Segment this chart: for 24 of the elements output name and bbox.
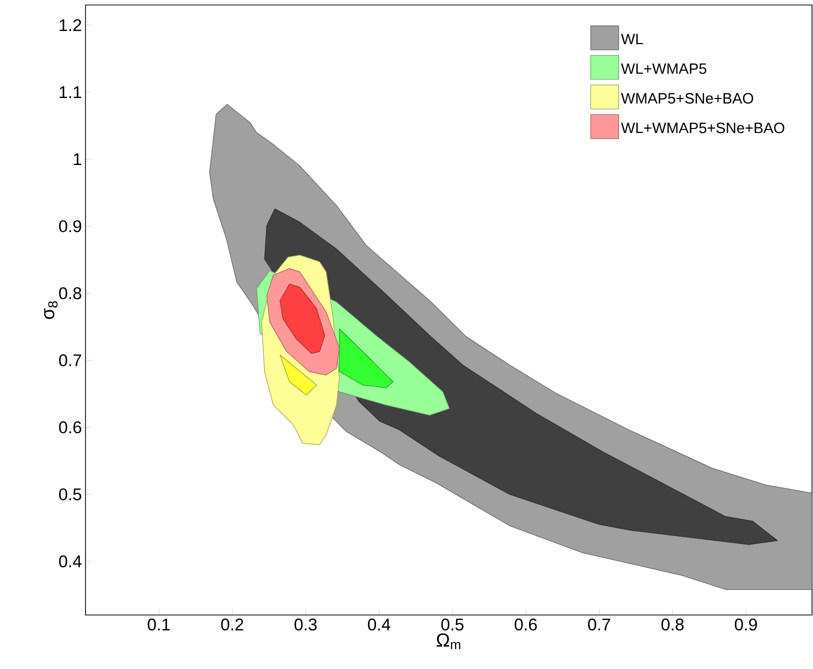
x-tick-label: 0.7 — [588, 618, 610, 631]
y-axis-title: σ$_{8}$ — [44, 301, 58, 319]
x-tick-label: 0.9 — [734, 618, 757, 631]
x-tick-label: 0.8 — [661, 618, 684, 631]
x-tick-label: 0.2 — [221, 618, 244, 631]
x-tick-label: 0.4 — [368, 618, 390, 631]
x-tick-label: 0.3 — [294, 618, 317, 631]
y-tick-label: 1.1 — [60, 86, 82, 98]
y-tick-label: 0.5 — [59, 488, 82, 500]
x-tick-label: 0.5 — [441, 618, 464, 631]
x-axis-title: Ω$_{m}$ — [436, 633, 460, 650]
y-tick-label: 0.6 — [59, 421, 82, 434]
y-tick-label: 1 — [74, 153, 82, 165]
legend-label: WL+WMAP5 — [621, 64, 706, 74]
y-tick-label: 0.4 — [59, 555, 82, 568]
legend-label: WL+WMAP5+SNe+BAO — [621, 122, 784, 134]
legend-label: WL — [621, 34, 643, 44]
y-tick-label: 1.2 — [60, 19, 82, 32]
y-tick-label: 0.8 — [59, 287, 82, 300]
legend-label: WMAP5+SNe+BAO — [621, 93, 754, 104]
y-tick-label: 0.9 — [59, 220, 82, 232]
x-tick-label: 0.1 — [148, 618, 170, 631]
x-tick-label: 0.6 — [514, 618, 537, 631]
y-tick-label: 0.7 — [59, 354, 82, 366]
